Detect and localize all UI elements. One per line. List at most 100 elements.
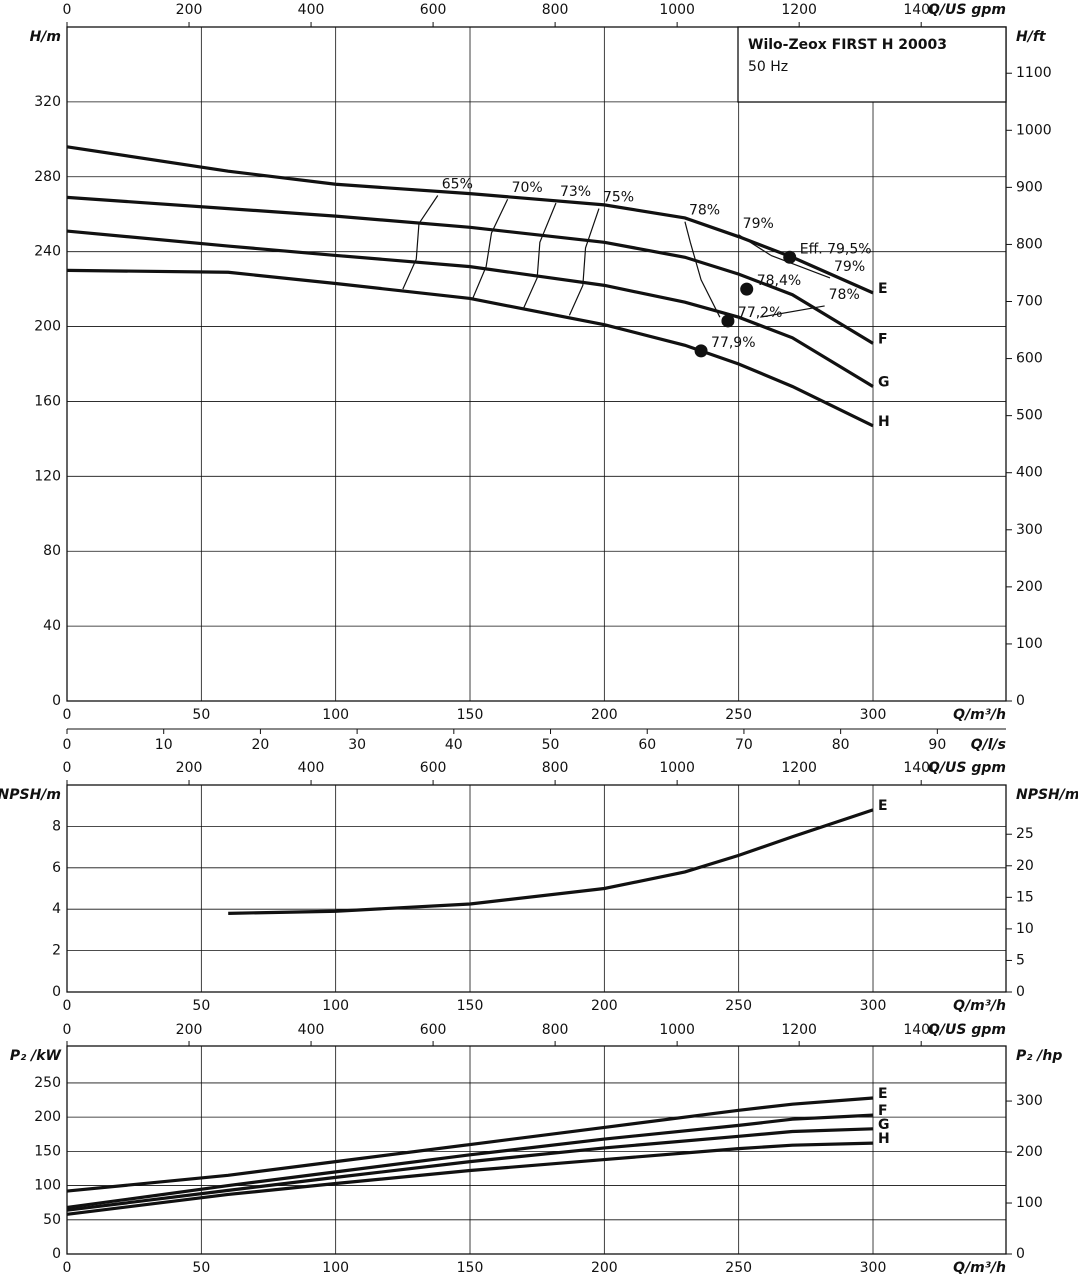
secondary-tick-label: 10 [155,737,173,753]
y-tick-label: 0 [52,984,61,1000]
y-axis-title: H/m [30,29,61,45]
secondary-tick-label: 1000 [659,760,695,776]
plot-frame [66,784,1007,993]
curve-label: H [878,414,890,430]
y-tick-label: 320 [34,94,61,110]
x-tick-label: 300 [860,1260,887,1276]
secondary-tick-label: 200 [176,1022,203,1038]
efficiency-point [783,250,797,264]
curve [66,1096,874,1193]
y2-tick-label: 300 [1016,1093,1043,1109]
y-tick-label: 150 [34,1143,61,1159]
y2-tick-label: 5 [1016,952,1025,968]
secondary-tick-label: 400 [298,2,325,18]
y2-tick-label: 900 [1016,179,1043,195]
curve [228,808,874,915]
secondary-tick-label: 60 [638,737,656,753]
x-tick-label: 150 [457,707,484,723]
curve-label: G [878,1117,890,1133]
x-tick-label: 100 [322,707,349,723]
y2-tick-label: 200 [1016,1144,1043,1160]
x-tick-label: 300 [860,707,887,723]
x-tick-label: 150 [457,998,484,1014]
secondary-tick-label: 400 [298,760,325,776]
x-tick-label: 100 [322,998,349,1014]
secondary-tick-label: 1400 [903,1022,939,1038]
y2-tick-label: 100 [1016,636,1043,652]
y2-tick-label: 700 [1016,294,1043,310]
iso-efficiency-label: 70% [512,180,543,196]
secondary-axis-title: Q/l/s [971,737,1006,753]
efficiency-point [694,344,708,358]
iso-efficiency-label: 73% [560,184,591,200]
secondary-tick-label: 1000 [659,2,695,18]
secondary-tick-label: 600 [420,2,447,18]
y2-tick-label: 200 [1016,579,1043,595]
curve-label: E [878,798,888,814]
x-tick-label: 200 [591,707,618,723]
x-tick-label: 250 [725,998,752,1014]
secondary-tick-label: 1200 [781,2,817,18]
curve [66,195,874,345]
plot-frame [66,26,1007,702]
x-tick-label: 50 [192,998,210,1014]
secondary-tick-label: 50 [542,737,560,753]
plot-frame [66,1045,1007,1255]
secondary-tick-label: 1400 [903,2,939,18]
curve-label: F [878,331,888,347]
curve [66,268,874,428]
secondary-tick-label: 1200 [781,760,817,776]
y2-tick-label: 15 [1016,889,1034,905]
x-tick-label: 0 [63,707,72,723]
y2-tick-label: 100 [1016,1195,1043,1211]
iso-efficiency-line [472,198,509,299]
y-tick-label: 8 [52,818,61,834]
y-tick-label: 200 [34,319,61,335]
y2-axis-title: P₂ /hp [1016,1048,1062,1064]
x-axis-title: Q/m³/h [953,707,1006,723]
y2-tick-label: 0 [1016,1246,1025,1262]
iso-efficiency-label: 78% [689,203,720,219]
secondary-axis-title: Q/US gpm [928,2,1006,18]
y2-axis-title: NPSH/m [1016,787,1078,803]
secondary-tick-label: 40 [445,737,463,753]
y-tick-label: 200 [34,1109,61,1125]
y2-tick-label: 1100 [1016,65,1052,81]
y2-tick-label: 400 [1016,465,1043,481]
title-box [737,26,1007,103]
y-tick-label: 6 [52,860,61,876]
x-tick-label: 300 [860,998,887,1014]
iso-efficiency-line [770,254,831,279]
secondary-tick-label: 30 [348,737,366,753]
secondary-tick-label: 600 [420,760,447,776]
iso-efficiency-label: 75% [603,190,634,206]
x-axis-title: Q/m³/h [953,998,1006,1014]
secondary-tick-label: 400 [298,1022,325,1038]
y2-tick-label: 20 [1016,858,1034,874]
iso-efficiency-label: 79% [743,216,774,232]
y-tick-label: 240 [34,244,61,260]
y2-tick-label: 0 [1016,984,1025,1000]
y-tick-label: 80 [43,543,61,559]
y-tick-label: 40 [43,618,61,634]
y-tick-label: 4 [52,901,61,917]
curve-label: F [878,1103,888,1119]
y-axis-title: NPSH/m [0,787,61,803]
secondary-tick-label: 200 [176,760,203,776]
y-tick-label: 120 [34,468,61,484]
curve-label: E [878,1086,888,1102]
curve-label: E [878,281,888,297]
secondary-tick-label: 800 [542,1022,569,1038]
secondary-tick-label: 80 [832,737,850,753]
curve [66,1127,874,1212]
secondary-tick-label: 0 [63,2,72,18]
secondary-tick-label: 1000 [659,1022,695,1038]
y2-tick-label: 25 [1016,826,1034,842]
y2-tick-label: 800 [1016,236,1043,252]
y-tick-label: 0 [52,1246,61,1262]
chart-subtitle: 50 Hz [748,59,788,75]
secondary-tick-label: 70 [735,737,753,753]
y-tick-label: 280 [34,169,61,185]
secondary-tick-label: 0 [63,760,72,776]
